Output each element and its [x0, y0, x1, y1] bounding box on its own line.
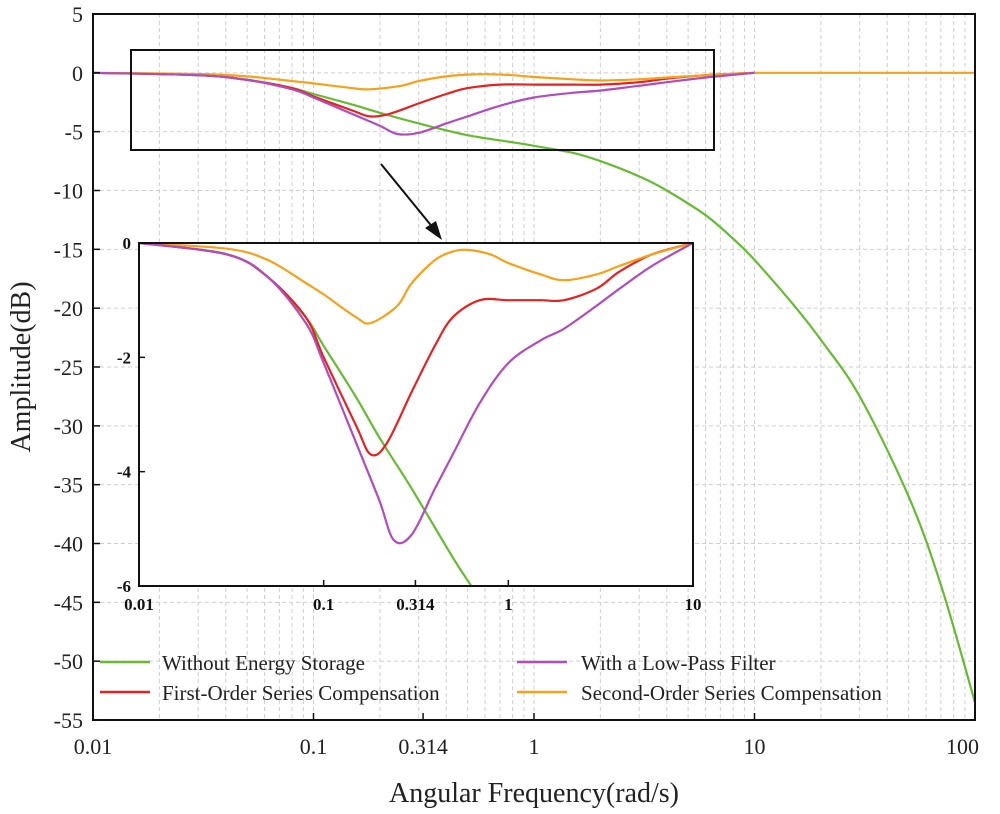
x-tick-label: 0.01	[74, 734, 113, 759]
series-line-without-energy-storage	[92, 71, 977, 703]
zoom-arrow	[380, 163, 435, 230]
inset-y-tick-label: -2	[117, 348, 131, 367]
inset-x-tick-label: 10	[685, 595, 702, 614]
inset-y-tick-label: -4	[117, 463, 132, 482]
y-tick-label: -50	[54, 649, 83, 674]
x-axis-title: Angular Frequency(rad/s)	[389, 778, 679, 809]
y-tick-label: -40	[54, 532, 83, 557]
legend-label: With a Low-Pass Filter	[581, 651, 776, 675]
inset-series-line-with-a-low-pass-filter	[139, 243, 693, 545]
legend-label: Second-Order Series Compensation	[581, 681, 882, 705]
legend: Without Energy Storage With a Low-Pass F…	[100, 651, 882, 705]
series-line-second-order-series-compensation	[92, 71, 755, 91]
y-tick-label: -5	[65, 120, 83, 145]
y-tick-label: -30	[54, 414, 83, 439]
y-tick-label: -35	[54, 473, 83, 498]
y-tick-label: -45	[54, 590, 83, 615]
x-tick-label: 10	[744, 734, 766, 759]
inset-x-tick-label: 0.01	[124, 595, 154, 614]
zoom-arrow-head	[425, 221, 442, 240]
inset-axis-ticks: 0 -2 -4 -60.01 0.1 0.314 1 10	[117, 234, 702, 614]
x-tick-label: 100	[946, 734, 979, 759]
y-tick-label: -25	[54, 355, 83, 380]
zoom-region-box	[130, 49, 715, 151]
inset-x-tick-label: 0.1	[313, 595, 334, 614]
series-line-with-a-low-pass-filter	[92, 71, 755, 136]
y-tick-label: -55	[54, 708, 83, 733]
inset-x-tick-label: 1	[504, 595, 513, 614]
y-tick-label: -10	[54, 179, 83, 204]
inset-series-line-first-order-series-compensation	[139, 243, 693, 457]
y-tick-label: 5	[72, 2, 83, 27]
main-curves	[92, 71, 977, 703]
inset-x-tick-label: 0.314	[396, 595, 435, 614]
legend-label: Without Energy Storage	[162, 651, 365, 675]
x-tick-label: 0.314	[398, 734, 448, 759]
y-axis-title: Amplitude(dB)	[6, 281, 37, 452]
inset-y-tick-label: 0	[123, 234, 132, 253]
inset-series-line-second-order-series-compensation	[139, 243, 693, 325]
y-tick-label: 0	[72, 61, 83, 86]
legend-label: First-Order Series Compensation	[162, 681, 440, 705]
inset-y-tick-label: -6	[117, 577, 131, 596]
inset-curves	[139, 243, 693, 586]
x-tick-label: 0.1	[300, 734, 328, 759]
x-tick-label: 1	[529, 734, 540, 759]
main-axis-ticks: 50-5-10-15-20-25-30-35-40-45-50-550.01 0.…	[54, 2, 979, 759]
y-tick-label: -20	[54, 296, 83, 321]
y-tick-label: -15	[54, 237, 83, 262]
